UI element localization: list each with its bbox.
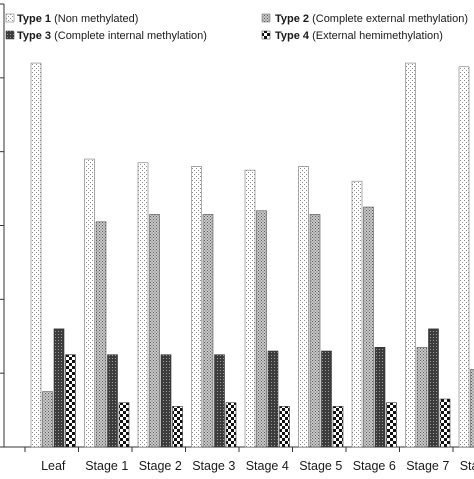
bar-type3: [429, 329, 439, 447]
bar-type4: [387, 403, 397, 447]
bar-type2: [96, 222, 106, 447]
legend-label-type1-bold: Type 1: [17, 13, 51, 25]
legend-swatch-type4: [262, 31, 270, 39]
bar-type2: [310, 214, 320, 447]
bar-type2: [417, 347, 427, 447]
x-tick-label: Stage 2: [139, 459, 182, 473]
svg-text:Type 2 (Complete external meth: Type 2 (Complete external methylation): [275, 13, 468, 25]
legend-label-type2: (Complete external methylation): [309, 13, 468, 25]
bar-type4: [66, 355, 76, 447]
legend-swatch-type2: [262, 14, 270, 22]
bar-type3: [322, 351, 332, 447]
bar-type3: [268, 351, 278, 447]
bar-type3: [375, 347, 385, 447]
x-tick-label: Stage 8: [460, 459, 474, 473]
bar-type4: [333, 406, 343, 447]
svg-text:Type 3 (Complete internal meth: Type 3 (Complete internal methylation): [17, 30, 207, 42]
bar-type1: [85, 159, 95, 447]
x-tick-label: Stage 7: [406, 459, 449, 473]
x-tick-label: Stage 6: [353, 459, 396, 473]
bars: [31, 63, 474, 447]
bar-type4: [226, 403, 236, 447]
legend-label-type3-bold: Type 3: [17, 30, 51, 42]
bar-type1: [459, 67, 469, 447]
legend-swatch-type1: [6, 14, 14, 22]
legend-item-type3: Type 3 (Complete internal methylation): [6, 30, 207, 42]
x-tick-label: Stage 5: [299, 459, 342, 473]
legend-label-type3: (Complete internal methylation): [51, 30, 207, 42]
legend-label-type4-bold: Type 4: [275, 30, 310, 42]
bar-type1: [192, 166, 202, 447]
bar-type2: [364, 207, 374, 447]
svg-text:Type 1 (Non methylated): Type 1 (Non methylated): [17, 13, 138, 25]
x-tick-label: Stage 1: [85, 459, 128, 473]
x-tick-label: Stage 3: [192, 459, 235, 473]
x-tick-label: Stage 4: [246, 459, 289, 473]
x-tick-labels: Leaf Stage 1 Stage 2 Stage 3 Stage 4 Stage 5 S…: [41, 459, 474, 473]
legend-item-type2: Type 2 (Complete external methylation): [262, 13, 468, 25]
svg-text:Type 4 (External hemimethylati: Type 4 (External hemimethylation): [275, 30, 443, 42]
legend: Type 1 (Non methylated) Type 2 (Complete…: [6, 13, 468, 42]
bar-type2: [150, 214, 160, 447]
bar-type2: [257, 211, 267, 447]
bar-type4: [119, 403, 129, 447]
bar-type2: [471, 369, 474, 447]
x-tick-label: Leaf: [41, 459, 66, 473]
bar-type1: [406, 63, 416, 447]
bar-type1: [31, 63, 41, 447]
legend-item-type1: Type 1 (Non methylated): [6, 13, 138, 25]
bar-type3: [54, 329, 64, 447]
bar-type3: [108, 355, 118, 447]
legend-label-type2-bold: Type 2: [275, 13, 309, 25]
bar-type4: [440, 399, 450, 447]
legend-item-type4: Type 4 (External hemimethylation): [262, 30, 443, 42]
legend-label-type4: (External hemimethylation): [309, 30, 443, 42]
bar-type1: [245, 170, 255, 447]
bar-type2: [203, 214, 213, 447]
bar-type4: [173, 406, 183, 447]
bar-type2: [43, 392, 53, 447]
bar-type4: [280, 406, 290, 447]
bar-type1: [352, 181, 362, 447]
bar-type3: [161, 355, 171, 447]
legend-label-type1: (Non methylated): [51, 13, 138, 25]
bar-type3: [215, 355, 225, 447]
legend-swatch-type3: [6, 31, 14, 39]
bar-type1: [138, 163, 148, 447]
bar-type1: [299, 166, 309, 447]
